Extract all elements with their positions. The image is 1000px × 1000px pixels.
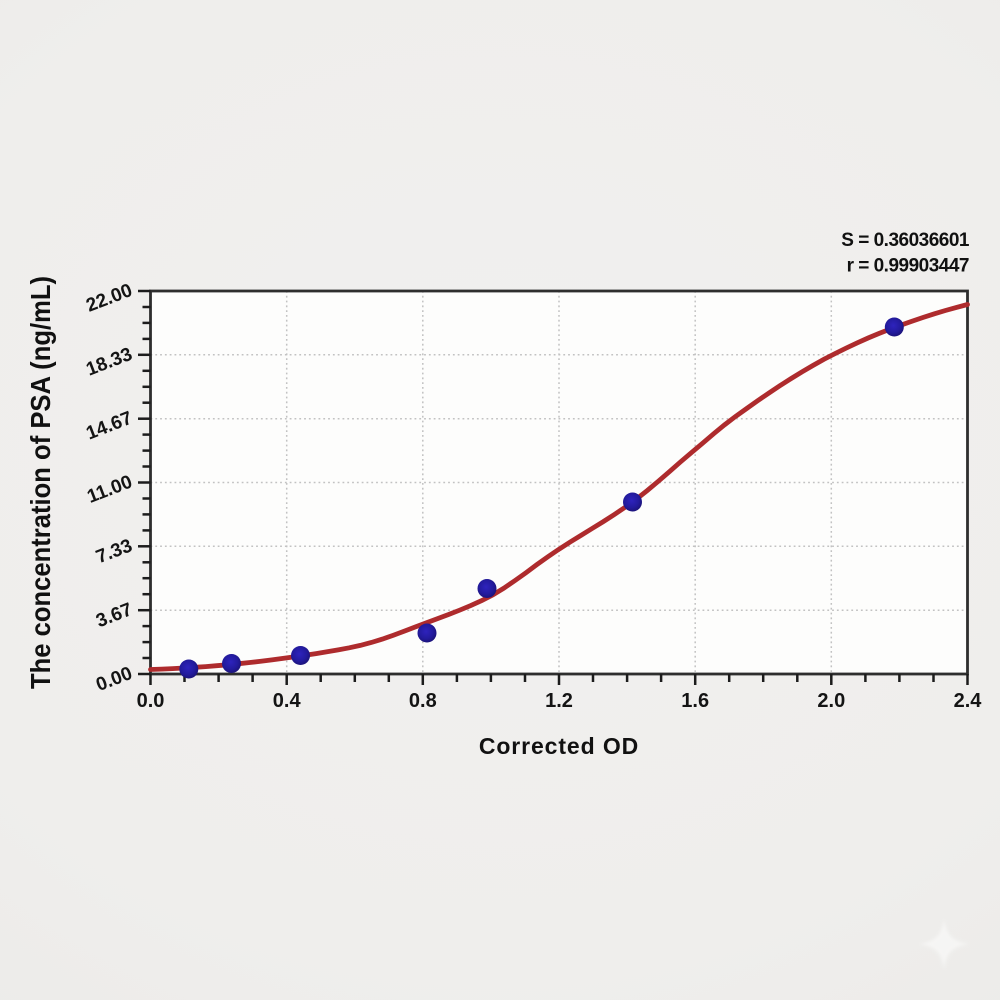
svg-text:The concentration of PSA (ng/m: The concentration of PSA (ng/mL) xyxy=(25,276,56,689)
svg-text:11.00: 11.00 xyxy=(84,472,135,508)
svg-text:S = 0.36036601: S = 0.36036601 xyxy=(841,230,970,251)
svg-text:r = 0.99903447: r = 0.99903447 xyxy=(847,256,969,277)
svg-text:Corrected OD: Corrected OD xyxy=(479,733,639,759)
svg-text:14.67: 14.67 xyxy=(83,408,135,445)
svg-text:2.4: 2.4 xyxy=(954,690,983,712)
svg-text:0.8: 0.8 xyxy=(409,690,437,712)
svg-text:7.33: 7.33 xyxy=(93,535,135,568)
svg-text:1.2: 1.2 xyxy=(545,690,573,712)
svg-text:22.00: 22.00 xyxy=(83,280,135,317)
svg-text:0.0: 0.0 xyxy=(137,690,165,712)
svg-text:2.0: 2.0 xyxy=(817,690,845,712)
svg-text:0.4: 0.4 xyxy=(273,690,302,712)
svg-text:3.67: 3.67 xyxy=(93,599,135,632)
svg-text:18.33: 18.33 xyxy=(83,344,135,381)
svg-text:0.00: 0.00 xyxy=(93,663,135,696)
svg-text:1.6: 1.6 xyxy=(681,690,709,712)
